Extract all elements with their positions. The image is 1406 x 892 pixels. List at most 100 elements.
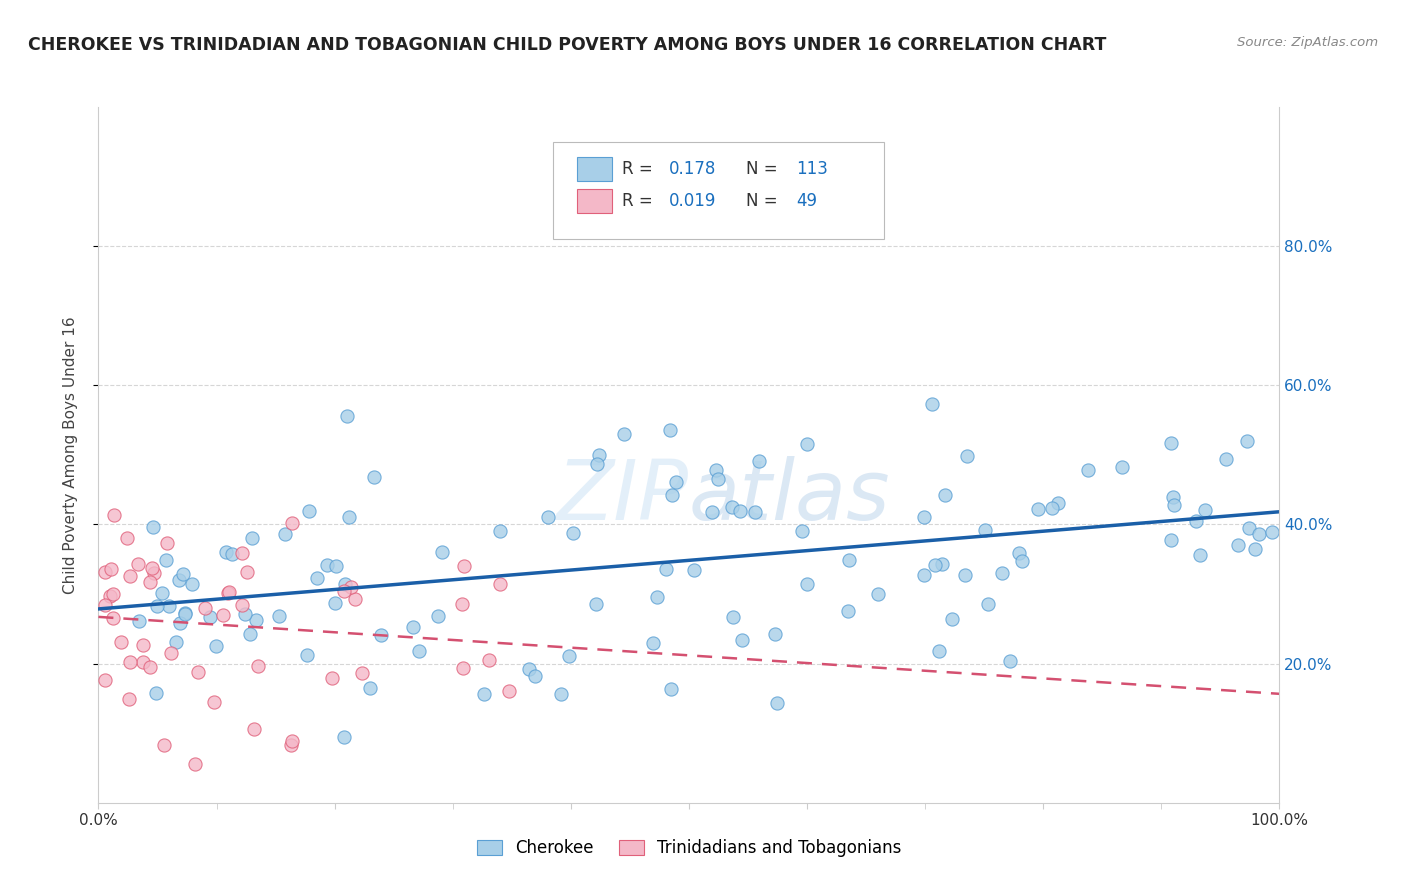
Point xyxy=(321,671,343,685)
Point xyxy=(211,608,233,623)
Point xyxy=(217,586,239,600)
Point xyxy=(1243,541,1265,556)
Point xyxy=(198,609,221,624)
Point xyxy=(401,620,423,634)
Point xyxy=(1000,654,1022,668)
Point xyxy=(274,526,297,541)
Point xyxy=(167,573,190,587)
Point xyxy=(838,553,860,567)
Point xyxy=(340,580,363,594)
Point xyxy=(488,576,510,591)
Point xyxy=(953,567,976,582)
Point xyxy=(333,576,356,591)
Point xyxy=(120,569,142,583)
Point xyxy=(408,644,430,658)
Point xyxy=(169,615,191,630)
Point xyxy=(246,659,269,673)
Point xyxy=(245,613,267,627)
Point xyxy=(94,599,117,613)
Point xyxy=(1247,526,1270,541)
Point xyxy=(1215,452,1237,467)
Legend: Cherokee, Trinidadians and Tobagonians: Cherokee, Trinidadians and Tobagonians xyxy=(470,833,908,864)
Point xyxy=(1260,525,1282,540)
Point xyxy=(586,457,609,471)
Point xyxy=(138,575,160,590)
Point xyxy=(661,488,683,502)
Point xyxy=(744,505,766,519)
Text: 113: 113 xyxy=(796,160,828,178)
Point xyxy=(145,685,167,699)
Point xyxy=(472,687,495,701)
Point xyxy=(215,545,238,559)
Point xyxy=(1226,538,1249,552)
FancyBboxPatch shape xyxy=(576,157,612,181)
Point xyxy=(837,604,859,618)
Point xyxy=(281,516,304,531)
Point xyxy=(934,488,956,502)
Point xyxy=(977,597,1000,611)
Point xyxy=(316,558,339,573)
Text: CHEROKEE VS TRINIDADIAN AND TOBAGONIAN CHILD POVERTY AMONG BOYS UNDER 16 CORRELA: CHEROKEE VS TRINIDADIAN AND TOBAGONIAN C… xyxy=(28,36,1107,54)
Point xyxy=(765,697,787,711)
FancyBboxPatch shape xyxy=(576,189,612,213)
Point xyxy=(1163,498,1185,512)
Point xyxy=(325,558,347,573)
Point xyxy=(202,695,225,709)
Point xyxy=(941,612,963,626)
Point xyxy=(336,409,359,424)
Point xyxy=(557,649,579,664)
Point xyxy=(132,638,155,652)
Point xyxy=(174,606,197,620)
Point xyxy=(94,565,117,579)
Point xyxy=(205,639,228,653)
Point xyxy=(683,563,706,577)
Point xyxy=(796,437,818,451)
Point xyxy=(748,454,770,468)
Point xyxy=(363,470,385,484)
Point xyxy=(359,681,381,696)
Point xyxy=(103,508,125,522)
Point xyxy=(1111,460,1133,475)
Point xyxy=(643,636,665,650)
Text: N =: N = xyxy=(745,160,783,178)
Point xyxy=(143,566,166,581)
Point xyxy=(231,546,253,560)
Point xyxy=(127,557,149,571)
Point xyxy=(763,627,786,641)
Point xyxy=(451,661,474,675)
Point xyxy=(453,559,475,574)
FancyBboxPatch shape xyxy=(553,142,884,239)
Point xyxy=(307,571,329,585)
Point xyxy=(110,635,132,649)
Point xyxy=(706,472,728,486)
Point xyxy=(101,587,124,601)
Point xyxy=(585,598,607,612)
Point xyxy=(488,524,510,538)
Text: atlas: atlas xyxy=(689,456,890,537)
Point xyxy=(645,591,668,605)
Point xyxy=(613,426,636,441)
Point xyxy=(866,586,889,600)
Point xyxy=(333,584,356,599)
Point xyxy=(187,665,209,680)
Point xyxy=(790,524,813,539)
Point xyxy=(156,535,179,549)
Point xyxy=(1011,554,1033,568)
Point xyxy=(194,601,217,615)
Point xyxy=(1028,502,1050,516)
Point xyxy=(231,598,253,612)
Point xyxy=(562,525,585,540)
Text: R =: R = xyxy=(621,160,658,178)
Point xyxy=(218,584,240,599)
Point xyxy=(150,586,173,600)
Text: Source: ZipAtlas.com: Source: ZipAtlas.com xyxy=(1237,36,1378,49)
Point xyxy=(1040,500,1063,515)
Point xyxy=(141,561,163,575)
Point xyxy=(588,448,610,462)
Point xyxy=(236,565,259,579)
Point xyxy=(1076,463,1098,477)
Point xyxy=(344,592,367,607)
Point xyxy=(281,733,304,747)
Point xyxy=(370,628,392,642)
Point xyxy=(498,683,520,698)
